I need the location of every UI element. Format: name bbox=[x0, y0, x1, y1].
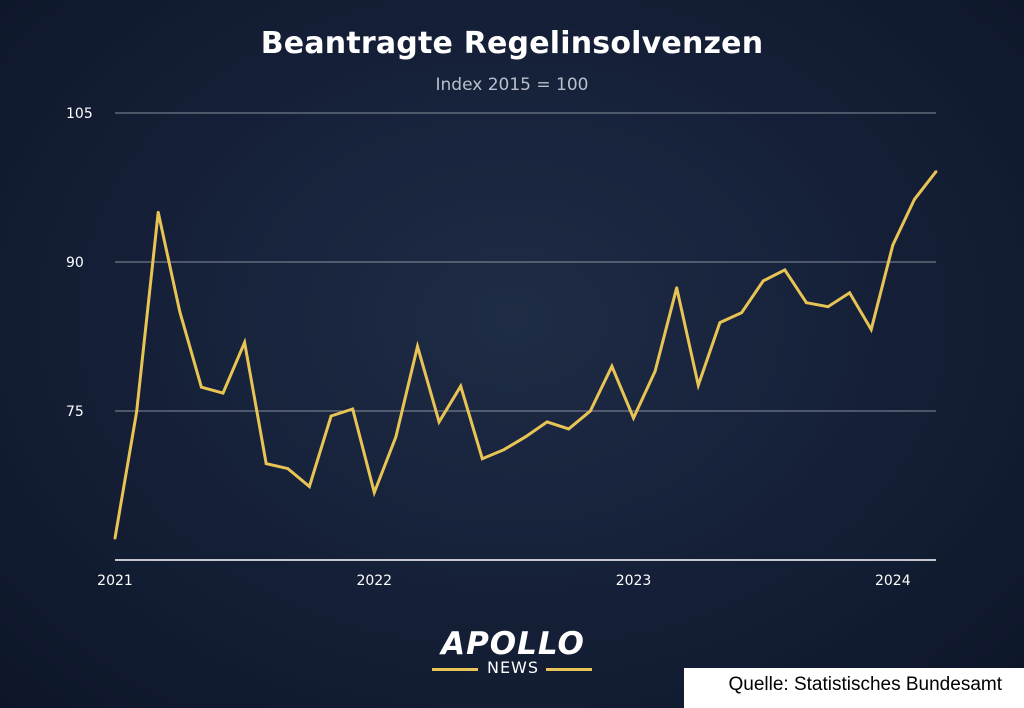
x-tick-labels: 2021 2022 2023 2024 bbox=[97, 573, 911, 589]
data-point bbox=[135, 410, 139, 414]
chart-title: Beantragte Regelinsolvenzen bbox=[260, 26, 764, 61]
data-point bbox=[848, 291, 851, 295]
data-point bbox=[653, 369, 657, 373]
data-point bbox=[156, 210, 160, 214]
logo-subword: NEWS bbox=[486, 658, 540, 677]
data-point bbox=[610, 364, 614, 368]
series-line bbox=[113, 170, 938, 539]
data-point bbox=[524, 435, 527, 439]
data-point bbox=[826, 305, 830, 309]
x-tick-label: 2024 bbox=[875, 573, 911, 589]
data-point bbox=[912, 198, 916, 201]
logo-line-right bbox=[546, 668, 592, 671]
data-point bbox=[740, 311, 743, 315]
logo-line-left bbox=[432, 668, 478, 671]
data-point bbox=[437, 420, 441, 424]
data-point bbox=[891, 243, 895, 247]
data-point bbox=[351, 407, 355, 411]
data-point bbox=[696, 383, 700, 387]
data-point bbox=[632, 416, 635, 420]
data-point bbox=[718, 321, 722, 324]
source-note: Quelle: Statistisches Bundesamt bbox=[728, 674, 1002, 695]
data-point bbox=[567, 427, 571, 431]
data-point bbox=[804, 301, 808, 305]
apollo-news-logo: APOLLO NEWS bbox=[428, 626, 598, 682]
data-point bbox=[588, 409, 592, 413]
data-point bbox=[178, 310, 182, 314]
gridlines bbox=[115, 112, 936, 412]
data-point bbox=[372, 491, 376, 494]
y-tick-label: 90 bbox=[66, 255, 84, 271]
data-point bbox=[783, 268, 787, 272]
x-tick-label: 2021 bbox=[97, 573, 133, 589]
y-tick-label: 105 bbox=[66, 106, 93, 122]
data-point bbox=[286, 467, 290, 471]
data-point bbox=[934, 170, 938, 174]
x-tick-label: 2022 bbox=[356, 573, 392, 589]
data-point bbox=[221, 391, 225, 395]
x-tick-label: 2023 bbox=[616, 573, 652, 589]
logo-wordmark: APOLLO bbox=[441, 626, 585, 662]
data-point bbox=[502, 448, 506, 452]
y-tick-labels: 75 90 105 bbox=[66, 106, 93, 420]
data-point bbox=[761, 279, 765, 283]
data-point bbox=[869, 328, 873, 331]
y-tick-label: 75 bbox=[66, 404, 84, 420]
series-layer bbox=[113, 170, 938, 540]
data-point bbox=[545, 420, 549, 424]
data-point bbox=[459, 384, 463, 388]
data-point bbox=[113, 536, 117, 540]
data-point bbox=[308, 485, 311, 488]
chart-subtitle: Index 2015 = 100 bbox=[435, 75, 589, 95]
data-point bbox=[480, 457, 484, 461]
data-point bbox=[264, 462, 268, 466]
data-point bbox=[394, 435, 398, 439]
data-point bbox=[416, 345, 419, 348]
data-point bbox=[329, 414, 333, 418]
data-point bbox=[243, 341, 247, 344]
data-point bbox=[675, 286, 679, 290]
data-point bbox=[200, 385, 203, 389]
